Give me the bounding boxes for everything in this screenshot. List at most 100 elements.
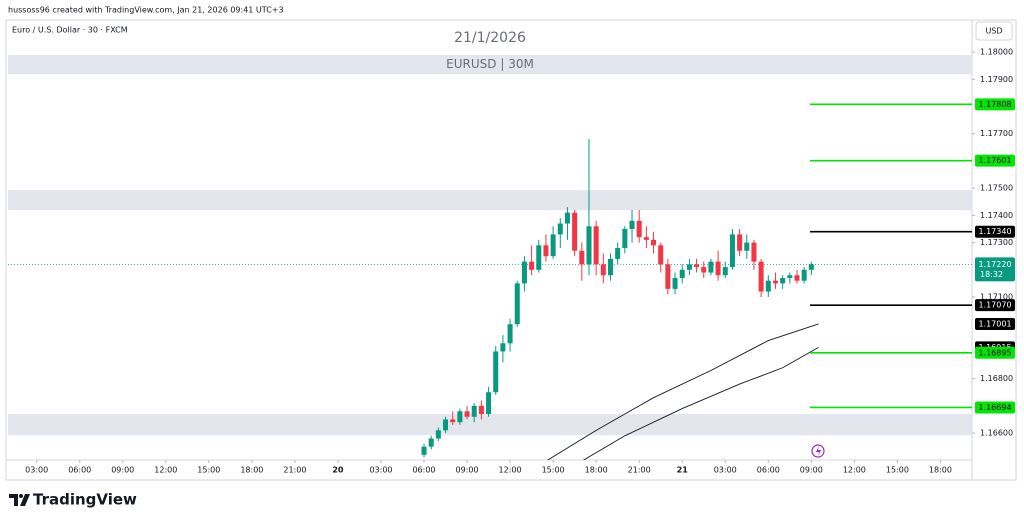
chart-title: 21/1/2026 bbox=[454, 30, 526, 46]
countdown: 18:32 bbox=[980, 270, 1003, 279]
candle-body bbox=[586, 226, 592, 265]
candle-body bbox=[672, 277, 678, 289]
candle-body bbox=[629, 220, 635, 229]
level-tag bbox=[975, 317, 1015, 330]
candle-body bbox=[579, 250, 585, 265]
candle-body bbox=[486, 392, 492, 415]
candle-body bbox=[651, 239, 657, 246]
last-price-tag bbox=[975, 257, 1015, 282]
y-tick-label: 1.17400 bbox=[980, 211, 1013, 220]
y-tick-label: 1.16800 bbox=[980, 374, 1013, 383]
candle-body bbox=[478, 405, 484, 415]
x-tick-label: 20 bbox=[332, 466, 344, 475]
candle-body bbox=[787, 275, 793, 278]
candle-body bbox=[679, 269, 685, 278]
last-price-label: 1.17220 bbox=[978, 260, 1011, 269]
zone bbox=[8, 55, 972, 75]
candle-body bbox=[801, 269, 807, 281]
x-tick-label: 03:00 bbox=[714, 466, 737, 475]
candle-body bbox=[557, 223, 563, 235]
candle-body bbox=[550, 234, 556, 257]
y-tick-label: 1.17500 bbox=[980, 184, 1013, 193]
candle-body bbox=[521, 261, 527, 284]
x-tick-label: 18:00 bbox=[929, 466, 952, 475]
candle-body bbox=[593, 226, 599, 265]
candle-body bbox=[457, 411, 463, 423]
currency-button[interactable] bbox=[975, 21, 1013, 41]
candle-body bbox=[607, 258, 614, 276]
trendline bbox=[547, 323, 819, 460]
x-tick-label: 06:00 bbox=[68, 466, 91, 475]
level-label: 1.17601 bbox=[978, 156, 1011, 165]
x-tick-label: 15:00 bbox=[197, 466, 220, 475]
candle-body bbox=[507, 324, 513, 344]
x-tick-label: 21:00 bbox=[628, 466, 651, 475]
plot-area bbox=[8, 55, 972, 460]
level-label: 1.16694 bbox=[978, 403, 1011, 412]
level-tag bbox=[975, 401, 1015, 414]
candle-body bbox=[600, 264, 606, 276]
y-tick-label: 1.17100 bbox=[980, 293, 1013, 302]
trendline bbox=[583, 346, 819, 460]
candle-body bbox=[643, 237, 649, 240]
level-tag bbox=[975, 98, 1015, 111]
y-tick-label: 1.17700 bbox=[980, 129, 1013, 138]
candle-body bbox=[772, 280, 778, 284]
candle-body bbox=[529, 261, 535, 270]
candle-body bbox=[665, 264, 671, 289]
x-tick-label: 06:00 bbox=[412, 466, 435, 475]
zone-label: EURUSD | 30M bbox=[446, 57, 534, 71]
chart-frame bbox=[5, 19, 1017, 481]
candle-body bbox=[421, 446, 427, 455]
candle-body bbox=[493, 351, 499, 393]
candle-body bbox=[758, 261, 764, 292]
candle-body bbox=[686, 264, 692, 270]
x-tick-label: 12:00 bbox=[843, 466, 866, 475]
credit: hussoss96 created with TradingView.com, … bbox=[8, 6, 284, 15]
candle-body bbox=[808, 264, 814, 270]
level-tag bbox=[975, 154, 1015, 167]
candle-body bbox=[658, 245, 664, 265]
candle-body bbox=[514, 283, 520, 325]
x-tick-label: 12:00 bbox=[154, 466, 177, 475]
candle-body bbox=[780, 277, 786, 284]
x-tick-label: 18:00 bbox=[585, 466, 608, 475]
x-tick-label: 09:00 bbox=[111, 466, 134, 475]
candle-body bbox=[636, 220, 642, 238]
level-tag bbox=[975, 225, 1015, 238]
level-label: 1.17070 bbox=[978, 301, 1011, 310]
candle-body bbox=[715, 261, 721, 276]
x-tick-label: 06:00 bbox=[757, 466, 780, 475]
candle-body bbox=[435, 430, 441, 439]
candle-body bbox=[722, 267, 728, 276]
alert-icon[interactable] bbox=[811, 444, 825, 458]
candle-body bbox=[622, 228, 628, 249]
level-label: 1.16895 bbox=[978, 348, 1011, 357]
zone bbox=[8, 190, 972, 211]
x-tick-label: 15:00 bbox=[542, 466, 565, 475]
candle-body bbox=[536, 245, 542, 270]
candle-body bbox=[428, 438, 434, 447]
brand: TradingView bbox=[33, 491, 137, 509]
level-tag bbox=[975, 299, 1015, 312]
candle-body bbox=[500, 343, 506, 352]
candle-body bbox=[701, 267, 707, 273]
tv-logo bbox=[9, 494, 30, 506]
candle-body bbox=[737, 234, 743, 251]
x-tick-label: 15:00 bbox=[886, 466, 909, 475]
currency[interactable]: USD bbox=[985, 27, 1002, 36]
candle-body bbox=[450, 419, 456, 423]
level-label: 1.17001 bbox=[978, 319, 1011, 328]
candle-body bbox=[744, 242, 750, 251]
candle-body bbox=[751, 242, 757, 262]
x-tick-label: 03:00 bbox=[369, 466, 392, 475]
x-tick-label: 03:00 bbox=[25, 466, 48, 475]
candle-body bbox=[794, 275, 800, 281]
x-tick-label: 21:00 bbox=[283, 466, 306, 475]
symbol: Euro / U.S. Dollar · 30 · FXCM bbox=[12, 26, 128, 35]
level-tag bbox=[975, 346, 1015, 359]
candle-body bbox=[564, 212, 570, 224]
zone bbox=[8, 414, 972, 436]
y-tick-label: 1.16600 bbox=[980, 429, 1013, 438]
